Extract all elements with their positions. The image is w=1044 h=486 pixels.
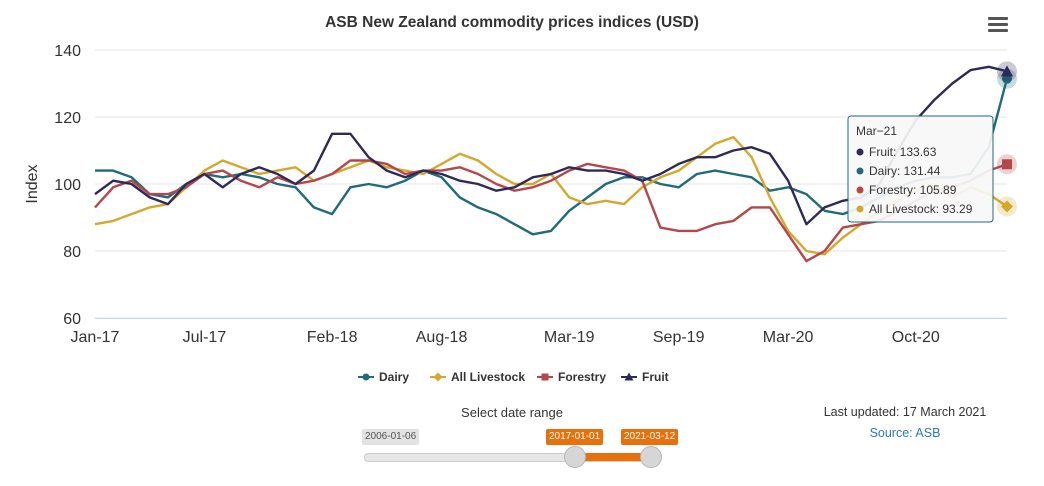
source-link[interactable]: Source: ASB xyxy=(869,426,941,440)
tooltip-row-fruit: Fruit: 133.63 xyxy=(869,145,937,159)
legend-marker-fruit xyxy=(624,372,634,381)
x-tick-label: Mar-20 xyxy=(763,329,814,346)
y-tick-label: 60 xyxy=(63,311,81,328)
tooltip-row-livestock: All Livestock: 93.29 xyxy=(869,202,973,216)
x-tick-label: Feb-18 xyxy=(307,329,358,346)
range-slider-selected[interactable] xyxy=(575,453,651,461)
legend-label-livestock: All Livestock xyxy=(451,370,525,384)
x-tick-label: Aug-18 xyxy=(416,329,468,346)
legend-label-fruit: Fruit xyxy=(642,370,669,384)
range-to-label: 2021-03-12 xyxy=(621,429,679,445)
x-tick-label: Oct-20 xyxy=(892,329,940,346)
tooltip-dot-fruit xyxy=(856,148,864,156)
tooltip-dot-livestock xyxy=(856,205,864,213)
legend-label-dairy: Dairy xyxy=(379,370,409,384)
hamburger-menu-icon[interactable] xyxy=(986,14,1010,36)
y-axis-title: Index xyxy=(24,164,41,203)
series-line-forestry xyxy=(94,159,1008,263)
hover-point-fruit xyxy=(1001,65,1013,77)
tooltip-title: Mar−21 xyxy=(856,124,897,138)
x-tick-label: Mar-19 xyxy=(544,329,595,346)
legend-marker-livestock xyxy=(433,372,443,382)
x-tick-label: Sep-19 xyxy=(653,329,705,346)
chart-title: ASB New Zealand commodity prices indices… xyxy=(325,14,699,31)
tooltip-row-dairy: Dairy: 131.44 xyxy=(869,164,941,178)
hover-point-livestock xyxy=(1001,200,1013,213)
last-updated-text: Last updated: 17 March 2021 xyxy=(823,405,987,419)
y-tick-label: 120 xyxy=(54,110,81,127)
y-tick-label: 80 xyxy=(63,244,81,261)
range-start-handle[interactable] xyxy=(564,446,586,468)
tooltip-box xyxy=(847,115,994,223)
tooltip-row-forestry: Forestry: 105.89 xyxy=(869,183,957,197)
x-tick-label: Jul-17 xyxy=(183,329,227,346)
y-tick-label: 100 xyxy=(54,177,81,194)
legend-marker-dairy xyxy=(362,373,370,381)
tooltip-dot-dairy xyxy=(856,167,864,175)
hover-point-forestry xyxy=(1002,159,1012,170)
range-end-handle[interactable] xyxy=(640,446,662,468)
y-tick-label: 140 xyxy=(54,43,81,60)
range-min-label: 2006-01-06 xyxy=(362,429,420,445)
legend-marker-forestry xyxy=(541,373,549,381)
x-tick-label: Jan-17 xyxy=(71,329,120,346)
range-from-label: 2017-01-01 xyxy=(546,429,604,445)
range-selector-title: Select date range xyxy=(461,405,563,420)
tooltip-dot-forestry xyxy=(856,186,864,194)
legend-label-forestry: Forestry xyxy=(558,370,606,384)
